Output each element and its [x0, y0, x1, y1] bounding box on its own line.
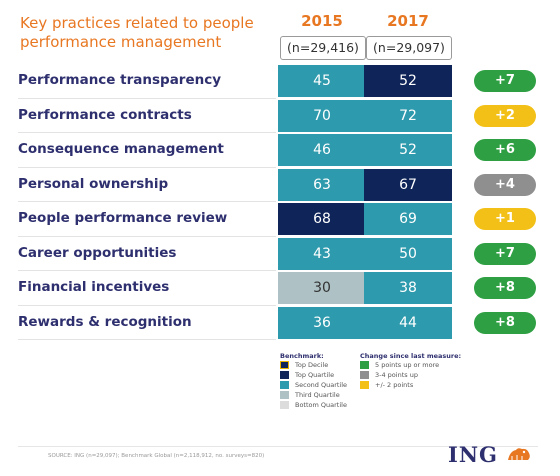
legend-swatch [360, 361, 369, 369]
row-divider [18, 166, 276, 168]
change-badge: +4 [474, 173, 536, 196]
change-badge: +8 [474, 277, 536, 299]
legend-item: Bottom Quartile [280, 400, 360, 410]
row-divider [18, 97, 276, 99]
legend-label: Bottom Quartile [295, 401, 347, 409]
legend-swatch [280, 371, 289, 379]
score-cell-2015: 68 [278, 203, 366, 235]
row-divider [18, 132, 276, 133]
legend-label: Third Quartile [295, 391, 340, 399]
chart-title: Key practices related to people performa… [20, 14, 254, 51]
score-cell-2015: 43 [278, 237, 366, 270]
legend-item: +/- 2 points [360, 380, 480, 390]
year-2015-header: 2015 [301, 12, 343, 30]
legend-item: Top Quartile [280, 370, 360, 380]
lion-icon [508, 448, 531, 460]
score-cell-2015: 36 [278, 306, 366, 339]
legend-item: Top Decile [280, 360, 360, 370]
row-label: Performance contracts [18, 106, 192, 123]
change-badge: +8 [474, 311, 536, 334]
legend-label: +/- 2 points [375, 381, 414, 389]
benchmark-legend: Benchmark: Top Decile Top Quartile Second … [280, 352, 360, 410]
score-cell-2017: 52 [364, 65, 452, 97]
score-cell-2015: 70 [278, 99, 366, 132]
change-badge: +6 [474, 139, 536, 161]
change-badge: +7 [474, 242, 536, 265]
row-label: Career opportunities [18, 244, 177, 261]
n-2017-label: (n=29,097) [366, 36, 452, 60]
row-label: Performance transparency [18, 72, 222, 88]
score-cell-2015: 46 [278, 134, 366, 166]
legend-swatch [360, 381, 369, 389]
row-divider [18, 270, 276, 271]
score-cell-2017: 69 [364, 203, 452, 235]
legend-swatch [360, 371, 369, 379]
legend-swatch [280, 401, 289, 409]
score-cell-2017: 67 [364, 168, 452, 201]
legend-swatch [280, 381, 289, 389]
row-divider [18, 339, 276, 340]
score-cell-2017: 72 [364, 99, 452, 132]
legend-label: Top Quartile [295, 371, 335, 379]
score-cell-2015: 30 [278, 272, 366, 304]
ing-logo: ING [448, 442, 532, 467]
change-badge: +2 [474, 104, 536, 127]
score-cell-2015: 45 [278, 65, 366, 97]
change-badge: +7 [474, 70, 536, 92]
footer-divider [18, 446, 538, 447]
ing-logo-text: ING [448, 442, 498, 467]
row-label: Rewards & recognition [18, 313, 192, 330]
benchmark-legend-title: Benchmark: [280, 352, 324, 360]
legend-label: 3-4 points up [375, 371, 418, 379]
row-label: People performance review [18, 210, 228, 226]
n-2015-label: (n=29,416) [280, 36, 366, 60]
row-divider [18, 201, 276, 202]
score-cell-2015: 63 [278, 168, 366, 201]
score-cell-2017: 52 [364, 134, 452, 166]
score-cell-2017: 50 [364, 237, 452, 270]
legend-label: 5 points up or more [375, 361, 440, 369]
score-cell-2017: 38 [364, 272, 452, 304]
row-label: Financial incentives [18, 279, 170, 295]
change-legend-title: Change since last measure: [360, 352, 462, 360]
change-legend: Change since last measure: 5 points up o… [360, 352, 480, 390]
row-label: Personal ownership [18, 175, 169, 192]
legend-swatch [280, 391, 289, 399]
year-2017-header: 2017 [387, 12, 429, 30]
row-divider [18, 304, 276, 306]
row-label: Consequence management [18, 141, 224, 157]
row-divider [18, 235, 276, 237]
legend-swatch [280, 361, 289, 369]
legend-item: Second Quartile [280, 380, 360, 390]
legend-label: Second Quartile [295, 381, 348, 389]
source-note: SOURCE: ING (n=29,097); Benchmark Global… [48, 453, 265, 459]
legend-item: 5 points up or more [360, 360, 480, 370]
score-cell-2017: 44 [364, 306, 452, 339]
legend-item: Third Quartile [280, 390, 360, 400]
change-badge: +1 [474, 208, 536, 230]
legend-item: 3-4 points up [360, 370, 480, 380]
legend-label: Top Decile [295, 361, 329, 369]
